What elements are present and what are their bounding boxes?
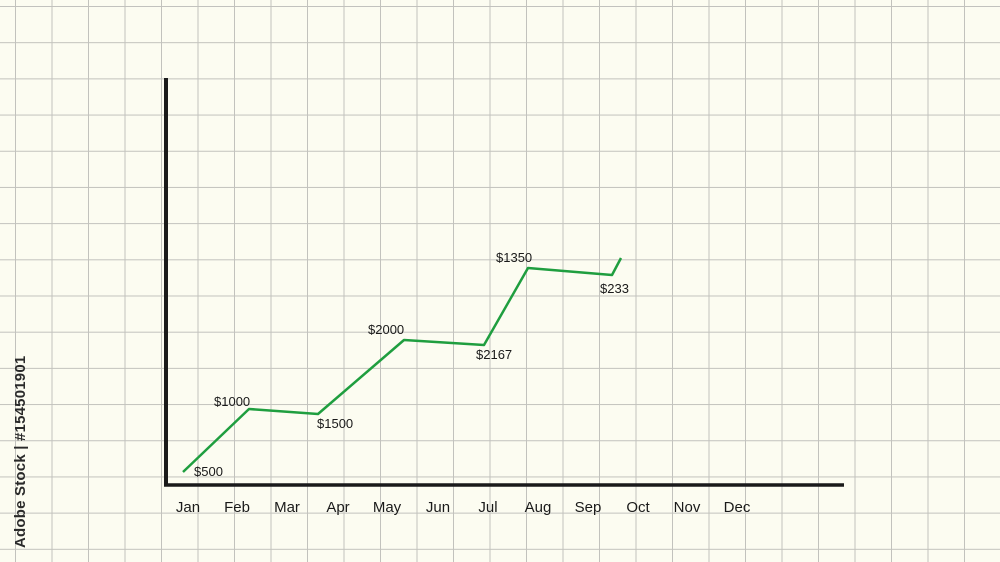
x-tick-label: Nov	[674, 499, 701, 516]
data-label: $2000	[368, 322, 404, 337]
data-label: $500	[194, 464, 223, 479]
side-watermark-text: Adobe Stock | #154501901	[12, 355, 29, 548]
x-tick-label: Sep	[575, 499, 602, 516]
x-tick-label: Jul	[478, 499, 497, 516]
x-tick-label: Jun	[426, 499, 450, 516]
x-tick-label: Mar	[274, 499, 300, 516]
x-tick-labels: Jan Feb Mar Apr May Jun Jul Aug Sep Oct Nov Dec	[176, 499, 751, 516]
series-line	[182, 257, 623, 473]
x-tick-label: Apr	[326, 499, 349, 516]
data-label: $2167	[476, 347, 512, 362]
data-labels: $500 $1000 $1500 $2000 $2167 $1350 $233	[194, 250, 629, 479]
data-label: $1000	[214, 394, 250, 409]
x-tick-label: Feb	[224, 499, 250, 516]
data-label: $233	[600, 281, 629, 296]
data-label: $1500	[317, 416, 353, 431]
x-tick-label: Oct	[626, 499, 650, 516]
x-tick-label: Jan	[176, 499, 200, 516]
data-label: $1350	[496, 250, 532, 265]
x-tick-label: Dec	[724, 499, 751, 516]
x-tick-label: May	[373, 499, 402, 516]
x-tick-label: Aug	[525, 499, 552, 516]
